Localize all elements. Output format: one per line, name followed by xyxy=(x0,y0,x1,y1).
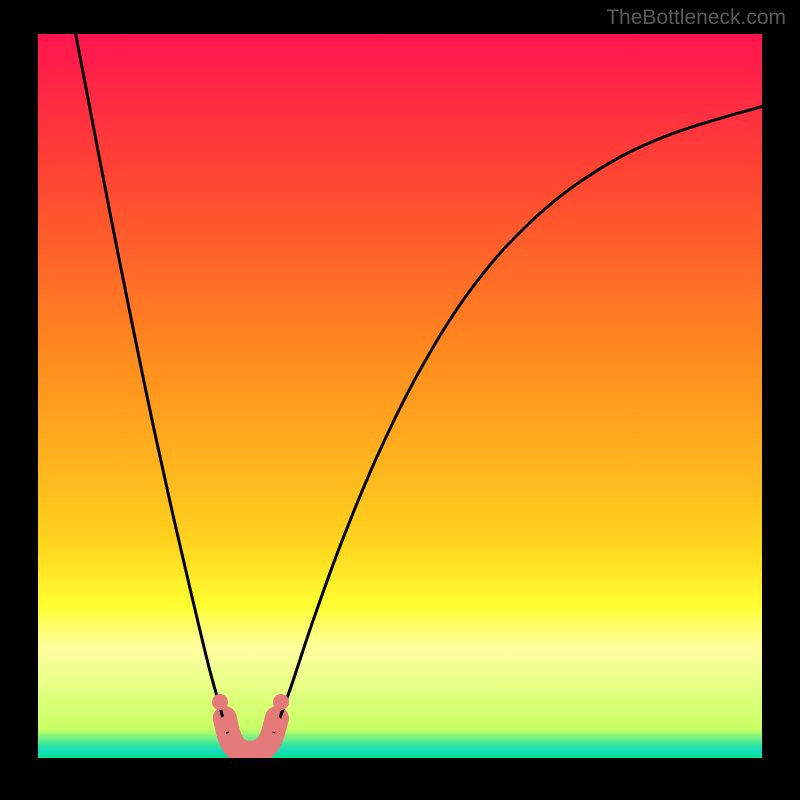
curve-marker xyxy=(273,694,289,710)
watermark-text: TheBottleneck.com xyxy=(606,6,786,30)
curve-marker xyxy=(267,716,283,732)
curve-left xyxy=(76,34,232,744)
curve-marker xyxy=(218,716,234,732)
curves-layer xyxy=(38,34,762,758)
plot-area xyxy=(38,34,762,758)
curve-right xyxy=(268,106,762,743)
curve-marker xyxy=(262,732,278,748)
curve-marker xyxy=(212,694,228,710)
curve-marker xyxy=(224,732,240,748)
